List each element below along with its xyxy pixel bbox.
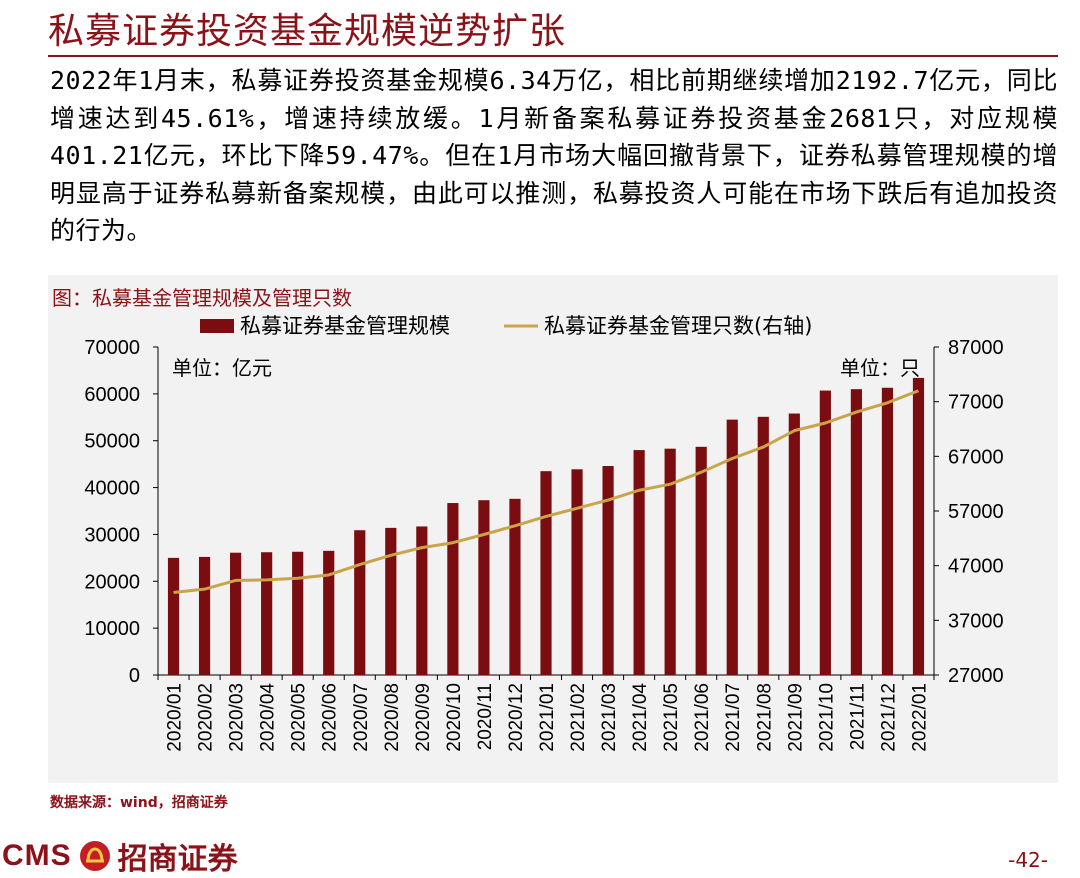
bar [695, 446, 707, 675]
bar [198, 556, 211, 675]
right-axis-tick-label: 37000 [948, 610, 1004, 632]
x-axis-tick-label: 2020/03 [227, 683, 248, 752]
bar [664, 448, 676, 675]
x-axis-tick-label: 2020/01 [165, 683, 186, 752]
legend-line-label: 私募证券基金管理只数(右轴) [544, 314, 812, 338]
right-axis-tick-label: 27000 [948, 665, 1004, 687]
x-axis-tick-label: 2022/01 [909, 683, 930, 752]
bar [726, 419, 738, 675]
page-title: 私募证券投资基金规模逆势扩张 [48, 11, 567, 52]
right-axis-tick-label: 77000 [948, 392, 1004, 414]
bar [881, 387, 894, 675]
x-axis-tick-label: 2020/09 [413, 683, 434, 752]
bar [167, 557, 180, 675]
x-axis-tick-label: 2021/04 [630, 683, 651, 752]
x-axis-tick-label: 2020/11 [475, 683, 496, 750]
right-axis-tick-label: 47000 [948, 556, 1004, 578]
left-axis-tick-label: 0 [129, 665, 140, 687]
bar [633, 450, 645, 675]
bar [757, 416, 769, 675]
bar [509, 498, 521, 675]
bar [261, 552, 273, 675]
left-axis-tick-label: 10000 [84, 618, 140, 640]
data-source: 数据来源：wind，招商证券 [50, 795, 228, 811]
legend-bar-swatch [200, 319, 234, 333]
x-axis-tick-label: 2020/04 [258, 683, 279, 752]
x-axis-tick-label: 2021/09 [785, 683, 806, 752]
x-axis-tick-label: 2020/02 [196, 683, 217, 752]
right-axis-tick-label: 67000 [948, 446, 1004, 468]
x-axis-tick-label: 2021/12 [878, 683, 899, 752]
bar [354, 530, 366, 675]
bar [478, 500, 490, 675]
bar [571, 469, 583, 675]
x-axis-tick-label: 2021/05 [661, 683, 682, 752]
x-axis-tick-label: 2020/07 [351, 683, 372, 752]
x-axis-tick-label: 2021/03 [599, 683, 620, 752]
bar [819, 390, 831, 675]
bar [385, 527, 397, 675]
page-number: -42- [1008, 848, 1048, 872]
line-series [173, 389, 920, 594]
x-axis-tick-label: 2021/01 [537, 683, 558, 752]
combo-chart: 0 10000 20000 30000 40000 50000 60000 70000 2700… [84, 314, 1004, 752]
bar [850, 389, 862, 675]
cms-logo: CMS 招商证券 [2, 838, 238, 877]
x-axis-tick-label: 2021/11 [847, 683, 868, 750]
x-axis-tick-label: 2021/07 [723, 683, 744, 752]
x-axis-tick-label: 2020/08 [382, 683, 403, 752]
x-axis-tick-label: 2020/10 [444, 683, 465, 752]
bar [912, 377, 925, 675]
bar [292, 551, 304, 675]
cms-emblem-icon [79, 841, 110, 871]
x-axis-tick-label: 2021/02 [568, 683, 589, 752]
chart-title: 图：私募基金管理规模及管理只数 [52, 286, 352, 310]
legend-bar-label: 私募证券基金管理规模 [240, 314, 450, 338]
left-axis-tick-label: 70000 [84, 337, 140, 359]
bar [230, 552, 242, 675]
logo-latin-text: CMS [2, 839, 72, 872]
x-axis-tick-label: 2021/08 [754, 683, 775, 752]
right-axis-tick-label: 57000 [948, 501, 1004, 523]
bar [416, 526, 428, 675]
x-axis-tick-label: 2020/12 [506, 683, 527, 752]
right-axis-tick-label: 87000 [948, 337, 1004, 359]
left-axis-tick-label: 60000 [84, 384, 140, 406]
x-axis-tick-label: 2020/06 [320, 683, 341, 752]
title-divider [48, 55, 1058, 57]
x-axis-tick-label: 2021/06 [692, 683, 713, 752]
left-unit-label: 单位：亿元 [172, 356, 272, 380]
left-axis-tick-label: 20000 [84, 571, 140, 593]
bar [602, 466, 614, 675]
x-axis-tick-label: 2020/05 [289, 683, 310, 752]
left-axis-tick-label: 40000 [84, 478, 140, 500]
bar [540, 471, 552, 675]
summary-paragraph: 2022年1月末，私募证券投资基金规模6.34万亿，相比前期继续增加2192.7… [50, 66, 1058, 245]
right-unit-label: 单位：只 [840, 356, 920, 380]
left-axis-tick-label: 30000 [84, 524, 140, 546]
bar [447, 503, 459, 675]
logo-brand-name: 招商证券 [117, 842, 238, 877]
x-axis-tick-label: 2021/10 [816, 683, 837, 752]
left-axis-tick-label: 50000 [84, 431, 140, 453]
bar [323, 550, 335, 675]
bar [788, 413, 800, 675]
